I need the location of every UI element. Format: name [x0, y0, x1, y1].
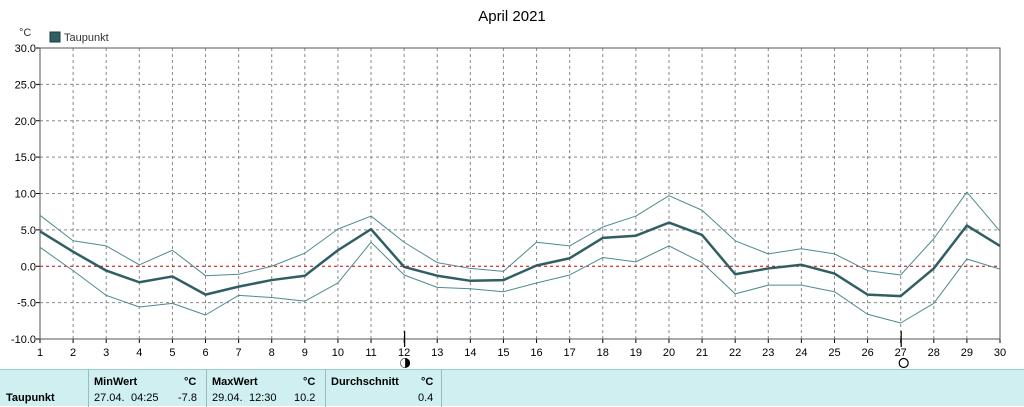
x-tick-label: 27 — [895, 347, 907, 359]
y-tick-label: -10.0 — [11, 334, 36, 346]
y-tick-label: -5.0 — [17, 298, 36, 310]
y-tick-label: 25.0 — [15, 79, 36, 91]
series-line-mean — [39, 221, 1001, 298]
min-value: -7.8 — [178, 392, 197, 404]
x-tick-label: 8 — [269, 347, 275, 359]
y-tick-label: 5.0 — [21, 225, 36, 237]
x-tick-label: 29 — [961, 347, 973, 359]
max-value: 10.2 — [294, 392, 316, 404]
x-tick-label: 2 — [70, 347, 76, 359]
series-line-min — [39, 241, 1001, 324]
stats-divider — [325, 370, 326, 407]
chart: April 2021 °C Taupunkt 1 2 3 4 5 6 7 8 9 10 11 12 13… — [11, 8, 1006, 369]
min-date: 27.04. — [94, 392, 125, 404]
x-tick-label: 26 — [861, 347, 873, 359]
plot-border — [39, 47, 1001, 340]
chart-title: April 2021 — [478, 8, 546, 25]
stats-divider — [88, 370, 89, 407]
max-unit: °C — [303, 376, 316, 388]
avg-value: 0.4 — [418, 392, 434, 404]
x-tick-label: 9 — [302, 347, 308, 359]
x-tick-label: 17 — [564, 347, 576, 359]
stats-divider — [441, 370, 442, 407]
x-tick-label: 30 — [994, 347, 1006, 359]
max-header: MaxWert — [212, 376, 258, 388]
x-tick-label: 22 — [729, 347, 741, 359]
max-date: 29.04. — [212, 392, 243, 404]
x-tick-label: 15 — [497, 347, 509, 359]
x-tick-label: 14 — [464, 347, 476, 359]
y-tick-label: 30.0 — [15, 43, 36, 55]
x-tick-label: 7 — [236, 347, 242, 359]
x-tick-label: 5 — [169, 347, 175, 359]
avg-unit: °C — [421, 376, 434, 388]
x-tick-label: 18 — [597, 347, 609, 359]
x-tick-label: 24 — [795, 347, 807, 359]
x-tick-label: 3 — [103, 347, 109, 359]
min-time: 04:25 — [131, 392, 159, 404]
x-tick-label: 20 — [663, 347, 675, 359]
series-line-max — [39, 191, 1001, 277]
y-tick-label: 10.0 — [15, 189, 36, 201]
stats-row-label: Taupunkt — [6, 392, 55, 404]
min-unit: °C — [184, 376, 197, 388]
x-tick-label: 13 — [431, 347, 443, 359]
x-tick-label: 28 — [928, 347, 940, 359]
stats-bar: Taupunkt MinWert °C 27.04. 04:25 -7.8 Ma… — [0, 369, 1024, 407]
max-time: 12:30 — [249, 392, 277, 404]
x-tick-label: 16 — [530, 347, 542, 359]
x-tick-label: 25 — [828, 347, 840, 359]
legend-label: Taupunkt — [64, 32, 109, 44]
new-moon-icon-half — [400, 358, 406, 368]
x-tick-label: 11 — [365, 347, 376, 359]
min-header: MinWert — [94, 376, 138, 388]
x-tick-label: 6 — [202, 347, 208, 359]
x-tick-label: 21 — [696, 347, 708, 359]
y-tick-label: 20.0 — [15, 116, 36, 128]
x-tick-label: 1 — [37, 347, 43, 359]
y-tick-label: 15.0 — [15, 152, 36, 164]
x-tick-label: 19 — [630, 347, 642, 359]
y-axis-unit: °C — [19, 27, 31, 39]
full-moon-icon — [898, 357, 909, 369]
stats-divider — [206, 370, 207, 407]
x-tick-label: 23 — [762, 347, 774, 359]
x-tick-label: 4 — [136, 347, 142, 359]
x-tick-label: 10 — [332, 347, 344, 359]
legend-swatch — [49, 31, 61, 43]
x-tick-label: 12 — [398, 347, 410, 359]
y-tick-label: 0.0 — [21, 261, 36, 273]
avg-header: Durchschnitt — [331, 376, 399, 388]
